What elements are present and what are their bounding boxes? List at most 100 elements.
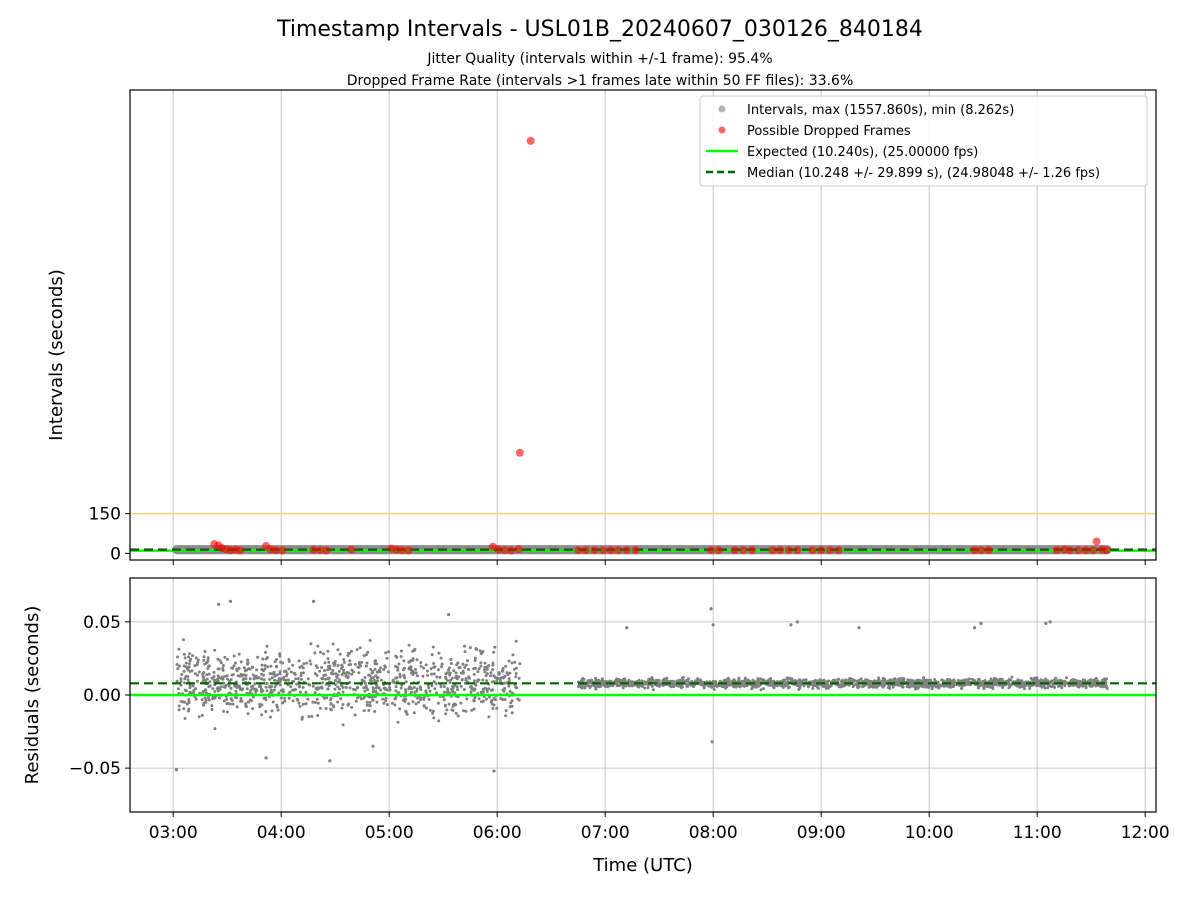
residual-point — [393, 697, 397, 701]
residual-point — [450, 708, 454, 712]
residual-point — [254, 687, 258, 691]
residual-point — [461, 662, 465, 666]
residual-point — [353, 713, 357, 717]
residual-point — [176, 687, 180, 691]
x-tick-label: 05:00 — [365, 823, 414, 843]
residual-point — [394, 664, 397, 668]
dropped-frame-point — [500, 546, 509, 555]
residual-point — [424, 663, 428, 667]
residual-point — [699, 682, 703, 686]
dropped-frame-point — [316, 546, 325, 555]
residual-point — [390, 701, 394, 705]
residual-point — [210, 704, 214, 708]
dropped-frame-point — [271, 546, 280, 555]
chart-subtitle-jitter: Jitter Quality (intervals within +/-1 fr… — [426, 51, 772, 67]
residual-point — [897, 682, 900, 686]
residual-point — [368, 700, 372, 704]
residual-point — [204, 661, 208, 665]
residual-point — [399, 686, 403, 690]
residual-point — [326, 668, 330, 672]
residual-point — [473, 656, 477, 660]
residual-point — [513, 660, 517, 664]
residual-point — [370, 695, 374, 699]
residual-point — [246, 700, 250, 704]
residual-point — [249, 699, 253, 703]
intervals-y-tick-label: 150 — [89, 505, 121, 525]
residual-point — [239, 672, 243, 676]
residual-point — [964, 679, 968, 683]
residual-point — [1087, 679, 1090, 683]
legend-intervals-label: Intervals, max (1557.860s), min (8.262s) — [747, 103, 1014, 118]
residual-point — [924, 680, 928, 684]
residual-point — [486, 665, 489, 669]
residual-point — [1028, 686, 1032, 690]
residual-point — [1081, 678, 1085, 682]
residual-point — [207, 672, 211, 676]
residual-point — [176, 655, 180, 659]
dropped-frame-point — [622, 546, 631, 555]
residual-point — [291, 699, 295, 703]
residual-point — [855, 679, 859, 683]
dropped-frame-point — [970, 546, 979, 555]
residual-outlier-point — [857, 626, 861, 630]
residual-point — [644, 681, 648, 685]
residual-point — [851, 685, 855, 689]
residual-point — [422, 666, 426, 670]
residual-point — [443, 704, 447, 708]
residual-point — [176, 667, 180, 671]
residual-point — [629, 681, 633, 685]
residual-point — [787, 685, 791, 689]
dropped-frame-point — [404, 546, 413, 555]
residual-point — [253, 682, 257, 686]
residual-point — [311, 700, 315, 704]
residual-point — [299, 690, 302, 694]
dropped-frame-point — [1065, 546, 1074, 555]
residual-point — [675, 679, 679, 683]
residual-point — [444, 712, 448, 716]
residuals-panel: 03:00 04:00 05:00 06:00 07:00 08:00 09:00 10:00… — [22, 577, 1170, 876]
residual-point — [382, 701, 386, 705]
residual-point — [679, 684, 683, 688]
residual-point — [225, 710, 229, 714]
residual-point — [264, 685, 268, 689]
residual-outlier-point — [625, 626, 629, 630]
residual-point — [489, 674, 493, 678]
residual-point — [614, 681, 618, 685]
residual-point — [756, 677, 760, 681]
residual-point — [1103, 677, 1107, 681]
residual-point — [314, 701, 317, 704]
residual-point — [246, 712, 250, 716]
residual-point — [454, 671, 458, 675]
residual-point — [398, 707, 402, 711]
residual-point — [759, 677, 763, 681]
residual-point — [463, 650, 467, 654]
residual-point — [331, 642, 335, 646]
residual-point — [396, 668, 400, 672]
x-tick-label: 03:00 — [149, 823, 198, 843]
dropped-frame-point — [768, 546, 777, 555]
residual-point — [378, 670, 382, 674]
residual-point — [712, 681, 716, 685]
residual-point — [920, 679, 924, 683]
residual-point — [483, 670, 487, 674]
residual-point — [476, 680, 479, 684]
residual-point — [455, 663, 459, 667]
residual-point — [188, 659, 192, 663]
residual-point — [451, 686, 455, 690]
residual-outlier-point — [789, 623, 793, 627]
residual-point — [952, 683, 956, 687]
residual-point — [478, 649, 482, 653]
residual-point — [248, 677, 252, 681]
residual-point — [266, 665, 270, 669]
residual-point — [235, 705, 239, 709]
residual-point — [914, 687, 917, 691]
residual-point — [977, 679, 981, 683]
residual-point — [452, 669, 456, 673]
residual-point — [376, 676, 380, 679]
residual-point — [284, 678, 288, 682]
residual-point — [395, 676, 399, 680]
residual-point — [297, 685, 301, 689]
residual-point — [436, 668, 440, 672]
residual-point — [743, 676, 747, 680]
residual-point — [313, 672, 317, 676]
